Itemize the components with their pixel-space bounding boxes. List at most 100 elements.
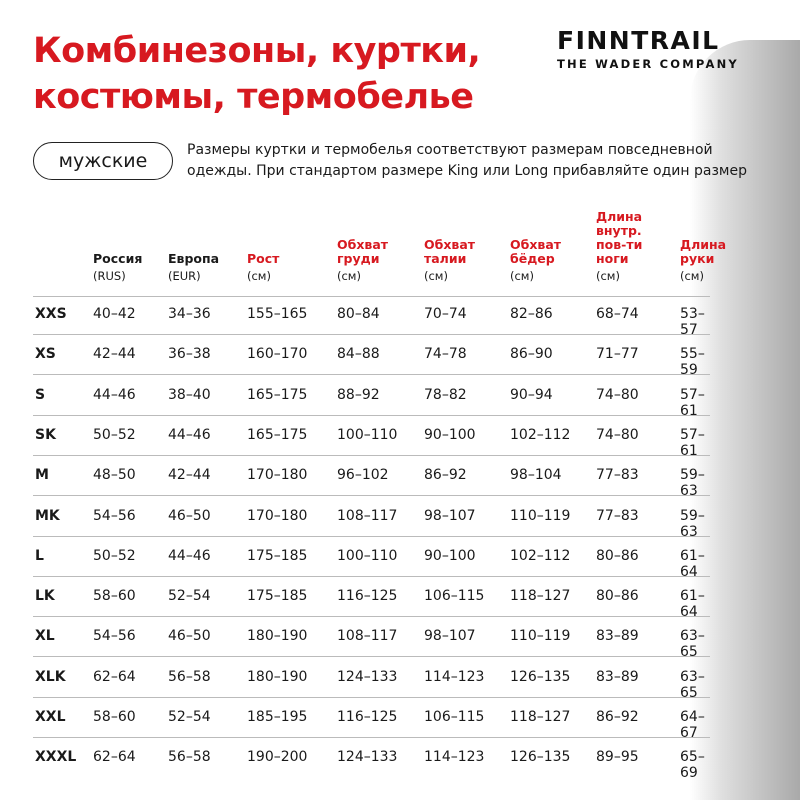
table-row: SK 50–52 44–46 165–175 100–110 90–100 102–112 7… (0, 427, 720, 467)
table-cell: 180–190 (247, 628, 308, 645)
size-label: LK (35, 588, 55, 605)
table-cell: 34–36 (168, 306, 211, 322)
table-cell: 86–92 (424, 467, 467, 484)
title-line: костюмы, термобелье (33, 77, 474, 117)
column-header: Длина внутр. пов-ти ноги (см) (596, 210, 642, 284)
table-cell: 98–104 (510, 467, 562, 484)
logo-brand: FINNTRAIL (557, 26, 720, 55)
row-divider (33, 535, 710, 537)
table-cell: 38–40 (168, 386, 211, 403)
table-cell: 118–127 (510, 588, 571, 605)
column-label: Обхват бёдер (510, 237, 562, 266)
table-cell: 86–90 (510, 346, 553, 363)
column-unit: (см) (680, 269, 704, 283)
header-divider (33, 296, 710, 297)
title-line: Комбинезоны, куртки, (33, 31, 481, 71)
table-cell: 42–44 (168, 467, 211, 484)
row-divider (33, 495, 710, 497)
table-cell: 175–185 (247, 547, 308, 564)
table-cell: 106–115 (424, 588, 485, 605)
row-divider (33, 414, 710, 416)
table-cell: 102–112 (510, 547, 571, 564)
table-cell: 114–123 (424, 668, 485, 685)
table-cell: 185–195 (247, 709, 308, 725)
table-cell: 71–77 (596, 346, 639, 363)
table-cell: 102–112 (510, 426, 571, 443)
table-cell: 36–38 (168, 346, 211, 363)
table-cell: 80–86 (596, 588, 639, 605)
table-cell: 96–102 (337, 467, 389, 484)
table-cell: 175–185 (247, 588, 308, 605)
table-cell: 160–170 (247, 346, 308, 363)
column-unit: (см) (510, 269, 534, 283)
table-cell: 74–78 (424, 346, 467, 363)
table-cell: 82–86 (510, 306, 553, 322)
table-cell: 70–74 (424, 306, 467, 322)
table-cell: 90–100 (424, 547, 476, 564)
table-cell: 118–127 (510, 709, 571, 725)
column-label: Россия (93, 251, 143, 266)
table-cell: 116–125 (337, 588, 398, 605)
row-divider (33, 656, 710, 658)
table-cell: 126–135 (510, 749, 571, 766)
table-cell: 40–42 (93, 306, 136, 322)
page-title: Комбинезоны, куртки, костюмы, термобелье (33, 28, 481, 120)
size-label: MK (35, 507, 60, 524)
size-label: L (35, 547, 44, 564)
table-cell: 78–82 (424, 386, 467, 403)
logo: FINNTRAIL THE WADER COMPANY (557, 26, 739, 71)
column-unit: (см) (596, 269, 620, 283)
table-cell: 124–133 (337, 668, 398, 685)
table-row: M 48–50 42–44 170–180 96–102 86–92 98–104 77–83… (0, 467, 720, 507)
table-cell: 165–175 (247, 386, 308, 403)
column-header: Обхват талии (см) (424, 237, 476, 284)
table-cell: 80–86 (596, 547, 639, 564)
column-unit: (см) (424, 269, 448, 283)
table-cell: 58–60 (93, 709, 136, 725)
column-header: Длина руки (см) (680, 238, 726, 284)
size-label: XXS (35, 306, 67, 322)
size-label: M (35, 467, 49, 484)
table-cell: 190–200 (247, 749, 308, 766)
column-header: Рост (см) (247, 252, 279, 284)
row-divider (33, 454, 710, 456)
table-cell: 44–46 (93, 386, 136, 403)
table-cell: 50–52 (93, 547, 136, 564)
table-cell: 90–100 (424, 426, 476, 443)
table-cell: 44–46 (168, 547, 211, 564)
row-divider (33, 616, 710, 618)
category-badge: мужские (33, 142, 173, 180)
column-header: Европа (EUR) (168, 252, 219, 284)
column-header: Россия (RUS) (93, 251, 143, 284)
model-photo (690, 40, 800, 800)
table-cell: 126–135 (510, 668, 571, 685)
size-label: XXL (35, 709, 66, 725)
table-cell: 155–165 (247, 306, 308, 322)
column-unit: (см) (337, 269, 361, 283)
column-label: Обхват талии (424, 237, 476, 266)
table-cell: 86–92 (596, 709, 639, 725)
size-label: XLK (35, 668, 66, 685)
row-divider (33, 374, 710, 376)
table-cell: 106–115 (424, 709, 485, 725)
table-cell: 62–64 (93, 668, 136, 685)
table-cell: 65–69 (680, 749, 705, 782)
table-cell: 98–107 (424, 628, 476, 645)
table-cell: 68–74 (596, 306, 639, 322)
table-row: LK 58–60 52–54 175–185 116–125 106–115 118–127… (0, 588, 720, 628)
table-cell: 108–117 (337, 507, 398, 524)
size-label: XS (35, 346, 56, 363)
table-cell: 54–56 (93, 507, 136, 524)
table-cell: 56–58 (168, 749, 211, 766)
table-cell: 83–89 (596, 668, 639, 685)
table-row: XXXL 62–64 56–58 190–200 124–133 114–123 126–1… (0, 749, 720, 789)
table-row: XLK 62–64 56–58 180–190 124–133 114–123 126–13… (0, 669, 720, 709)
table-cell: 42–44 (93, 346, 136, 363)
row-divider (33, 696, 710, 698)
size-label: S (35, 386, 46, 403)
table-cell: 52–54 (168, 588, 211, 605)
table-cell: 170–180 (247, 507, 308, 524)
table-row: XXL 58–60 52–54 185–195 116–125 106–115 118–12… (0, 709, 720, 749)
size-label: XL (35, 628, 55, 645)
row-divider (33, 737, 710, 738)
